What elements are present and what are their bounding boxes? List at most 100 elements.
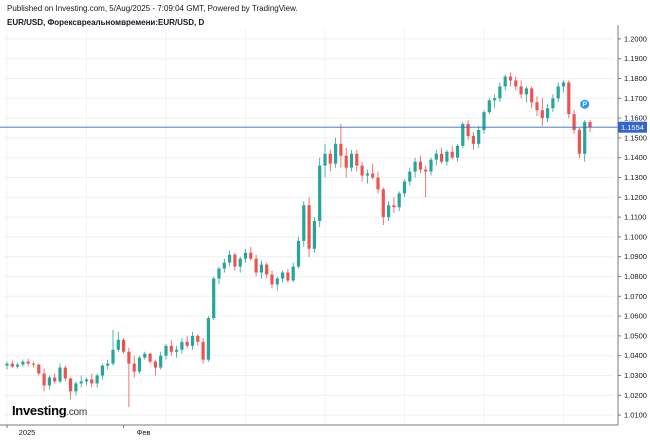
candle-body bbox=[254, 258, 258, 273]
candle-body bbox=[116, 339, 120, 350]
candle-body bbox=[546, 108, 550, 119]
candle-body bbox=[69, 378, 73, 392]
candle-body bbox=[37, 364, 41, 374]
candle bbox=[137, 355, 142, 374]
price-axis: 1.2000 1.1900 1.1800 1.1700 1.1600 1.1500 1.14… bbox=[617, 25, 647, 425]
candle bbox=[122, 337, 126, 354]
candle bbox=[47, 375, 51, 390]
candle bbox=[424, 165, 428, 198]
candle bbox=[254, 254, 258, 277]
candle bbox=[180, 337, 184, 354]
candle bbox=[387, 201, 391, 222]
candle bbox=[169, 339, 173, 356]
candle bbox=[270, 270, 274, 289]
candle bbox=[201, 337, 205, 364]
y-tick-label: 1.2000 bbox=[624, 34, 647, 43]
candle bbox=[90, 373, 94, 388]
candle bbox=[355, 149, 359, 172]
candle-body bbox=[402, 181, 407, 194]
candle-body bbox=[42, 373, 46, 386]
candle bbox=[185, 335, 189, 348]
candle-body bbox=[90, 379, 94, 384]
candle-body bbox=[265, 264, 269, 275]
candle-body bbox=[583, 122, 587, 154]
candle bbox=[84, 377, 89, 386]
candle bbox=[371, 163, 375, 180]
candle-body bbox=[577, 129, 581, 154]
candle bbox=[312, 217, 316, 253]
candle-body bbox=[477, 129, 481, 144]
candle-body bbox=[95, 375, 99, 384]
candle-body bbox=[281, 272, 285, 279]
candle bbox=[217, 266, 221, 285]
candle bbox=[318, 157, 322, 227]
candle-body bbox=[84, 379, 89, 382]
candle-body bbox=[53, 377, 57, 382]
candle bbox=[69, 377, 73, 400]
candle bbox=[561, 80, 566, 93]
candle-body bbox=[164, 345, 168, 356]
candle-body bbox=[445, 151, 449, 162]
candle bbox=[418, 155, 422, 174]
candle bbox=[397, 191, 401, 212]
candle bbox=[503, 74, 507, 91]
candle-body bbox=[58, 367, 62, 382]
current-price-label: 1.1554 bbox=[621, 123, 644, 132]
candle-body bbox=[201, 341, 205, 360]
candle bbox=[381, 187, 385, 226]
candle bbox=[100, 363, 104, 380]
candle-body bbox=[503, 76, 507, 87]
candle-body bbox=[270, 274, 274, 285]
candle bbox=[127, 347, 131, 408]
candle bbox=[583, 120, 587, 162]
candle-body bbox=[206, 318, 210, 360]
candle-body bbox=[471, 135, 475, 144]
candle-body bbox=[371, 173, 375, 178]
candle bbox=[58, 363, 62, 384]
candle bbox=[291, 262, 295, 283]
candle-body bbox=[397, 193, 401, 208]
candle bbox=[455, 143, 460, 162]
candle-body bbox=[26, 361, 30, 364]
candle bbox=[79, 375, 83, 388]
candle-body bbox=[5, 363, 9, 366]
candle-body bbox=[190, 335, 195, 346]
y-tick-label: 1.0700 bbox=[624, 292, 647, 301]
candle bbox=[212, 276, 216, 321]
time-axis: 2025 Фев bbox=[0, 424, 618, 437]
candle bbox=[402, 179, 407, 198]
candle bbox=[281, 270, 285, 283]
y-tick-label: 1.1300 bbox=[624, 173, 647, 182]
candle bbox=[567, 80, 571, 119]
candle bbox=[302, 201, 306, 247]
candle-body bbox=[132, 363, 136, 372]
candle-body bbox=[312, 221, 316, 249]
current-price-tag bbox=[618, 121, 647, 133]
candle-body bbox=[21, 361, 25, 365]
candle bbox=[392, 197, 396, 214]
candle bbox=[556, 82, 560, 103]
candle-body bbox=[159, 355, 163, 368]
y-tick-label: 1.0600 bbox=[624, 312, 647, 321]
candle-body bbox=[185, 341, 189, 346]
candle-body bbox=[233, 254, 237, 267]
candle bbox=[514, 76, 518, 91]
candle-body bbox=[74, 383, 78, 392]
candle bbox=[572, 110, 576, 134]
overlay-layer: 1.1554 P bbox=[580, 99, 647, 133]
y-tick-label: 1.1000 bbox=[624, 232, 647, 241]
candle-body bbox=[551, 98, 555, 109]
y-tick-label: 1.1700 bbox=[624, 94, 647, 103]
candle bbox=[477, 126, 481, 148]
candle-body bbox=[514, 80, 518, 87]
candle bbox=[339, 124, 343, 168]
candle bbox=[461, 122, 465, 148]
candle-body bbox=[556, 86, 560, 99]
investing-logo: Investing.com bbox=[12, 403, 87, 418]
candle bbox=[53, 373, 57, 384]
y-tick-label: 1.1200 bbox=[624, 193, 647, 202]
candle bbox=[5, 361, 9, 370]
candle-body bbox=[286, 272, 290, 281]
candle bbox=[148, 352, 152, 364]
